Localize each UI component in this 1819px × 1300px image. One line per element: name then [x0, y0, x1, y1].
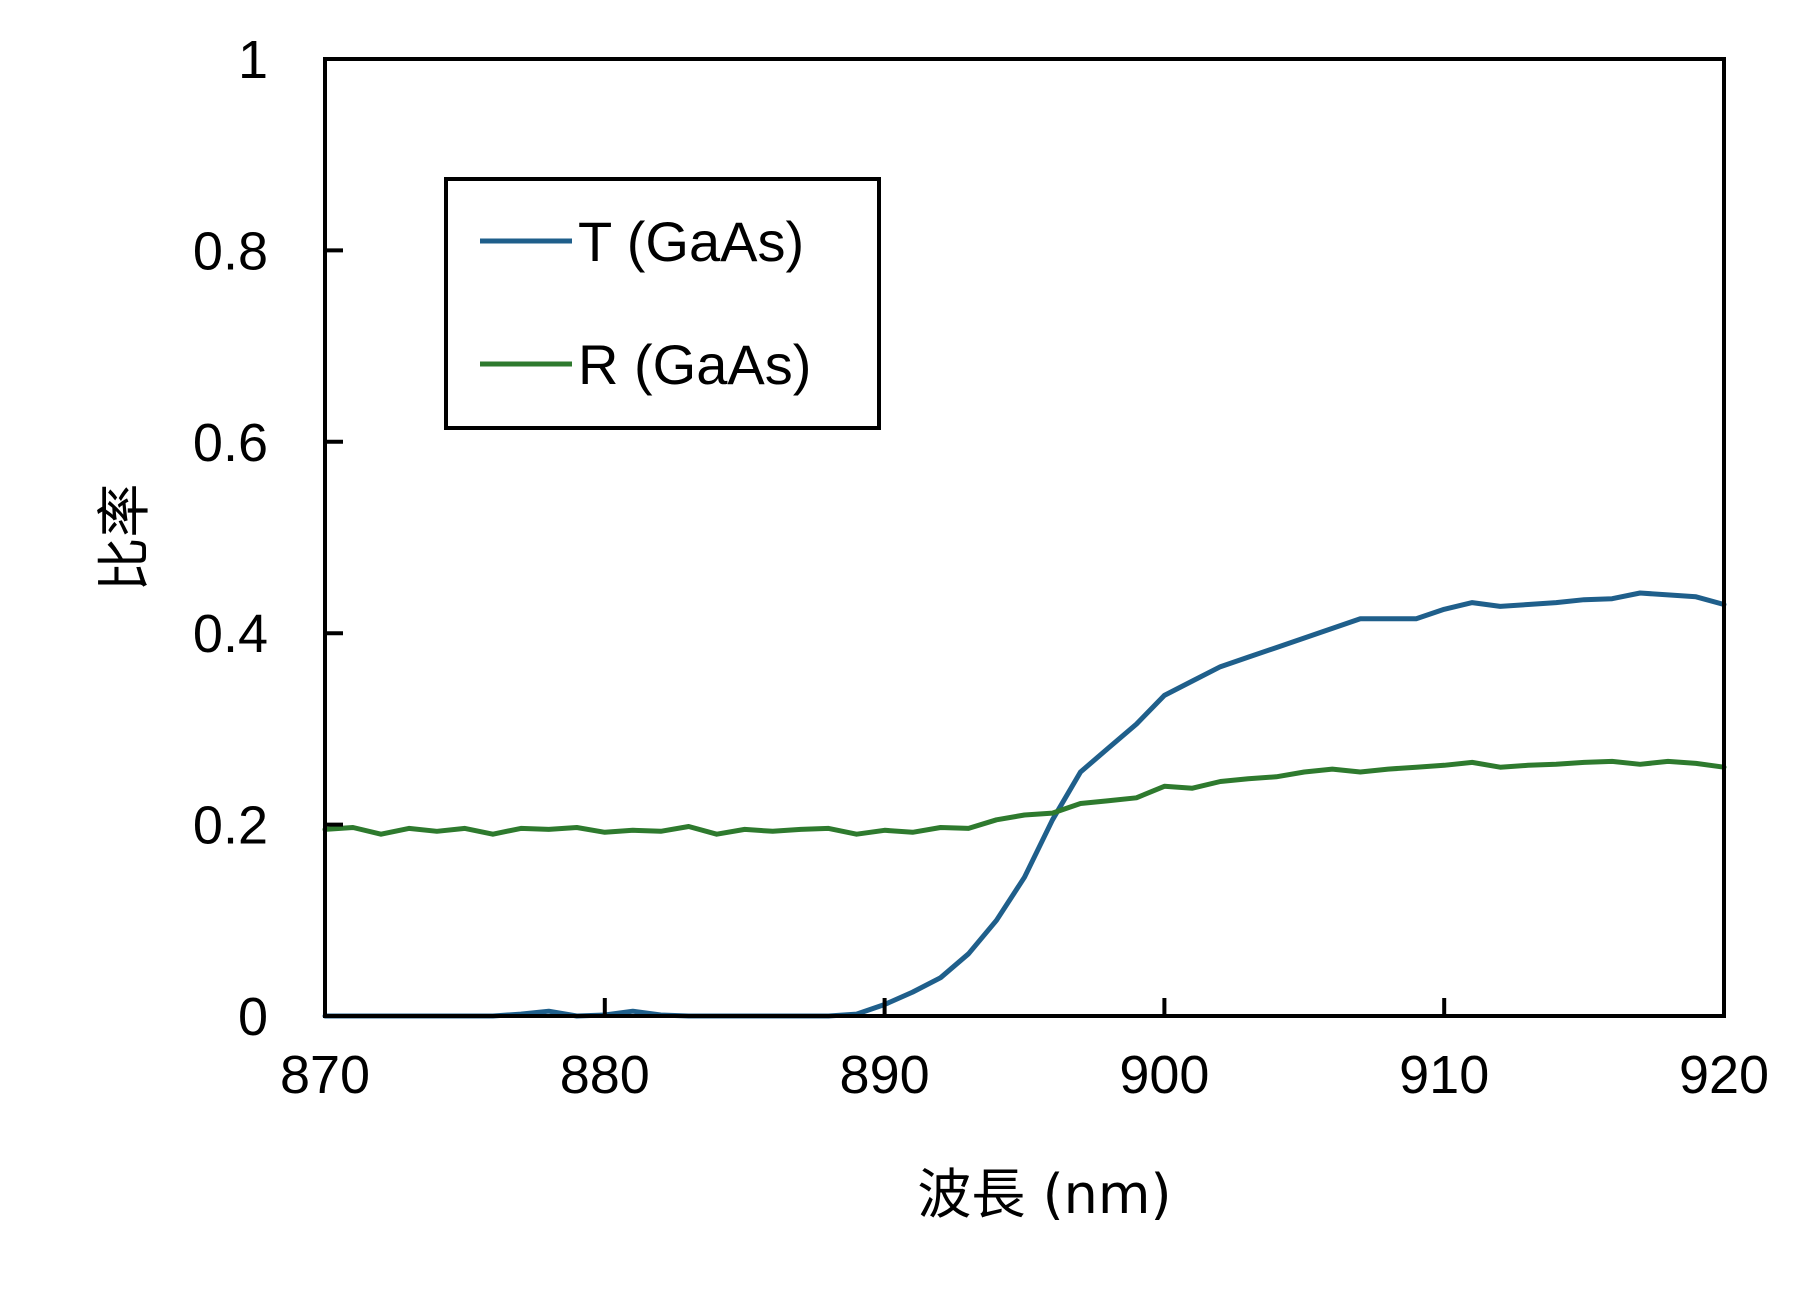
- y-tick-label: 0.2: [193, 796, 268, 856]
- y-tick-label: 0.4: [193, 604, 268, 664]
- legend-label-r-gaas: R (GaAs): [578, 333, 811, 396]
- x-tick-label: 900: [1119, 1045, 1209, 1105]
- series-layer: [322, 590, 1727, 1019]
- y-tick-label: 0.8: [193, 221, 268, 281]
- x-tick-label: 910: [1399, 1045, 1489, 1105]
- y-axis-ticks: 0 0.2 0.4 0.6 0.8 1: [193, 30, 343, 1047]
- x-axis-title: 波長 (nm): [917, 1163, 1171, 1226]
- y-tick-label: 0.6: [193, 413, 268, 473]
- x-tick-label: 880: [560, 1045, 650, 1105]
- series-line-r-gaas: [322, 758, 1727, 837]
- y-tick-label: 1: [238, 30, 268, 90]
- y-axis-title: 比率: [93, 484, 156, 592]
- x-tick-label: 920: [1679, 1045, 1769, 1105]
- x-tick-label: 890: [840, 1045, 930, 1105]
- series-line-t-gaas: [322, 590, 1727, 1019]
- y-tick-label: 0: [238, 987, 268, 1047]
- legend-label-t-gaas: T (GaAs): [578, 210, 804, 273]
- legend-box: [444, 177, 881, 430]
- plot-frame: [323, 57, 1726, 1018]
- x-tick-label: 870: [280, 1045, 370, 1105]
- x-axis-ticks: 870 880 890 900 910 920: [280, 998, 1769, 1105]
- legend: T (GaAs) R (GaAs): [444, 177, 881, 430]
